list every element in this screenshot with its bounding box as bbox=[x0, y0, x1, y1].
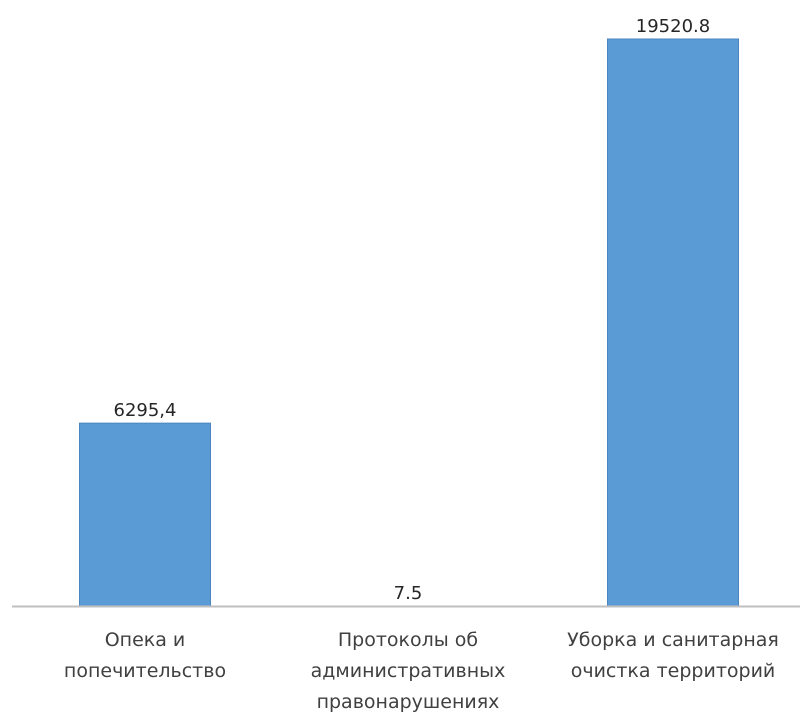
category-label-line: Протоколы об bbox=[338, 629, 478, 651]
data-label: 6295,4 bbox=[114, 400, 177, 421]
category-labels: Опека и попечительство Протоколы об админис… bbox=[64, 629, 779, 713]
category-label-line: Уборка и санитарная bbox=[567, 629, 779, 651]
category-label-line: попечительство bbox=[64, 660, 226, 682]
data-labels: 6295,4 7.5 19520.8 bbox=[114, 16, 711, 604]
category-label: Протоколы об административных правонарушен… bbox=[311, 629, 506, 713]
bars bbox=[79, 38, 739, 607]
category-label-line: очистка территорий bbox=[571, 660, 776, 682]
data-label: 19520.8 bbox=[636, 16, 710, 37]
category-label-line: правонарушениях bbox=[317, 691, 500, 713]
category-label-line: Опека и bbox=[105, 629, 186, 651]
bar bbox=[79, 422, 211, 607]
category-label-line: административных bbox=[311, 660, 506, 682]
bar bbox=[607, 38, 739, 607]
data-label: 7.5 bbox=[394, 583, 423, 604]
category-label: Уборка и санитарная очистка территорий bbox=[567, 629, 779, 682]
category-label: Опека и попечительство bbox=[64, 629, 226, 682]
